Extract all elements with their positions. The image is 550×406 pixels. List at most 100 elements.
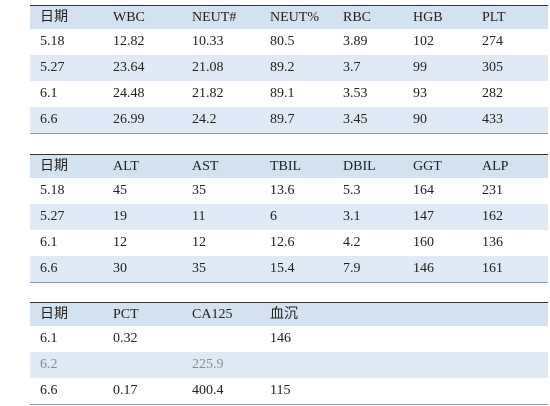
cell: 6 <box>270 209 277 224</box>
cell: 99 <box>413 60 427 75</box>
cell: 93 <box>413 86 427 101</box>
data-row: 5.18 12.82 10.33 80.5 3.89 102 274 <box>30 29 548 55</box>
header-cell: NEUT% <box>270 10 319 25</box>
cell: 13.6 <box>270 183 295 198</box>
cell: 0.17 <box>113 383 138 398</box>
header-cell: ALP <box>482 159 509 174</box>
data-row: 5.18 45 35 13.6 5.3 164 231 <box>30 178 548 204</box>
header-row: 日期 ALT AST TBIL DBIL GGT ALP <box>30 155 548 178</box>
cell: 3.45 <box>343 112 368 127</box>
data-row: 5.27 23.64 21.08 89.2 3.7 99 305 <box>30 55 548 81</box>
header-cell: GGT <box>413 159 442 174</box>
cell: 6.6 <box>40 261 58 276</box>
cell: 30 <box>113 261 127 276</box>
cell: 231 <box>482 183 503 198</box>
cell: 21.82 <box>192 86 224 101</box>
cell: 12 <box>113 235 127 250</box>
cell: 3.53 <box>343 86 368 101</box>
cell: 21.08 <box>192 60 224 75</box>
cell: 433 <box>482 112 503 127</box>
cell: 19 <box>113 209 127 224</box>
cell: 89.2 <box>270 60 295 75</box>
header-cell: 血沉 <box>270 307 298 322</box>
header-cell: PLT <box>482 10 506 25</box>
cell: 282 <box>482 86 503 101</box>
data-row: 5.27 19 11 6 3.1 147 162 <box>30 204 548 230</box>
cell: 6.6 <box>40 112 58 127</box>
cell: 7.9 <box>343 261 361 276</box>
cell: 10.33 <box>192 34 224 49</box>
cell: 5.18 <box>40 34 65 49</box>
data-row: 6.2 225.9 <box>30 352 548 378</box>
cell: 3.89 <box>343 34 368 49</box>
table: 日期 WBC NEUT# NEUT% RBC HGB PLT 5.18 12.82 10.33 80… <box>30 5 548 134</box>
header-cell: ALT <box>113 159 139 174</box>
cell: 162 <box>482 209 503 224</box>
header-cell: WBC <box>113 10 145 25</box>
table: 日期 PCT CA125 血沉 6.1 0.32 146 6.2 225.9 6.6 0.17 400… <box>30 302 548 405</box>
cell: 4.2 <box>343 235 361 250</box>
cell: 146 <box>270 331 291 346</box>
cell: 305 <box>482 60 503 75</box>
data-row: 6.1 12 12 12.6 4.2 160 136 <box>30 230 548 256</box>
header-cell: RBC <box>343 10 372 25</box>
header-cell: DBIL <box>343 159 376 174</box>
cell: 35 <box>192 183 206 198</box>
cell: 90 <box>413 112 427 127</box>
header-cell: HGB <box>413 10 443 25</box>
cell: 5.27 <box>40 209 65 224</box>
cell: 400.4 <box>192 383 224 398</box>
cell: 6.1 <box>40 331 58 346</box>
header-row: 日期 WBC NEUT# NEUT% RBC HGB PLT <box>30 6 548 29</box>
cell: 102 <box>413 34 434 49</box>
header-cell: 日期 <box>40 10 68 25</box>
data-row: 6.6 26.99 24.2 89.7 3.45 90 433 <box>30 107 548 133</box>
data-row: 6.1 0.32 146 <box>30 326 548 352</box>
cell: 6.2 <box>40 357 58 372</box>
cell: 3.1 <box>343 209 361 224</box>
cell: 15.4 <box>270 261 295 276</box>
header-cell: PCT <box>113 307 139 322</box>
cell: 6.1 <box>40 235 58 250</box>
cell: 161 <box>482 261 503 276</box>
data-row: 6.6 0.17 400.4 115 <box>30 378 548 404</box>
cell: 115 <box>270 383 291 398</box>
cell: 274 <box>482 34 503 49</box>
cell: 80.5 <box>270 34 295 49</box>
cell: 6.6 <box>40 383 58 398</box>
cell: 147 <box>413 209 434 224</box>
header-row: 日期 PCT CA125 血沉 <box>30 303 548 326</box>
cell: 24.48 <box>113 86 145 101</box>
cell: 0.32 <box>113 331 138 346</box>
data-row: 6.6 30 35 15.4 7.9 146 161 <box>30 256 548 282</box>
cell: 89.7 <box>270 112 295 127</box>
header-cell: TBIL <box>270 159 302 174</box>
cell: 146 <box>413 261 434 276</box>
header-cell: AST <box>192 159 219 174</box>
cell: 5.3 <box>343 183 361 198</box>
header-cell: 日期 <box>40 307 68 322</box>
cell: 45 <box>113 183 127 198</box>
cell: 12.82 <box>113 34 145 49</box>
header-cell: NEUT# <box>192 10 237 25</box>
cell: 35 <box>192 261 206 276</box>
cell: 136 <box>482 235 503 250</box>
header-cell: 日期 <box>40 159 68 174</box>
cell: 26.99 <box>113 112 145 127</box>
cell: 11 <box>192 209 206 224</box>
cell: 5.27 <box>40 60 65 75</box>
cell: 164 <box>413 183 434 198</box>
cell: 3.7 <box>343 60 361 75</box>
cell: 225.9 <box>192 357 224 372</box>
cell: 24.2 <box>192 112 217 127</box>
header-cell: CA125 <box>192 307 233 322</box>
data-row: 6.1 24.48 21.82 89.1 3.53 93 282 <box>30 81 548 107</box>
cell: 12.6 <box>270 235 295 250</box>
cell: 23.64 <box>113 60 145 75</box>
cell: 12 <box>192 235 206 250</box>
table: 日期 ALT AST TBIL DBIL GGT ALP 5.18 45 35 13.6 5.3 164… <box>30 154 548 283</box>
cell: 89.1 <box>270 86 295 101</box>
cell: 6.1 <box>40 86 58 101</box>
cell: 160 <box>413 235 434 250</box>
